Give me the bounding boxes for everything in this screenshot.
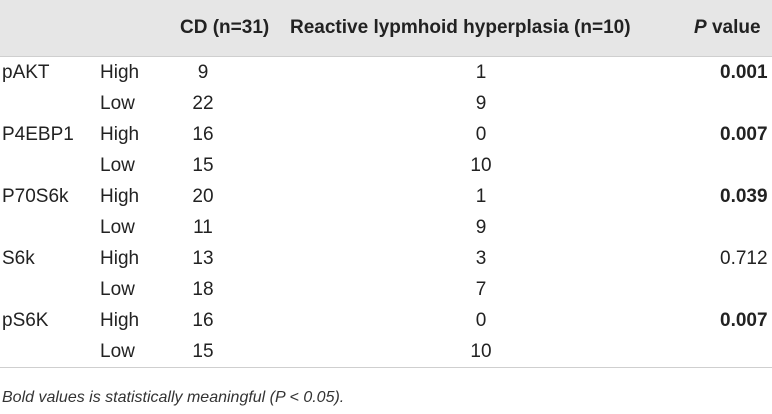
cell-level: High: [100, 185, 140, 207]
cell-marker: S6k: [2, 247, 35, 269]
cell-rlh-count: 1: [475, 185, 487, 207]
header-p-word: value: [706, 17, 761, 38]
header-rlh: Reactive lypmhoid hyperplasia (n=10): [286, 0, 686, 57]
header-p-letter: P: [694, 17, 707, 38]
cell-marker: [0, 274, 100, 305]
cell-marker: P70S6k: [2, 185, 69, 207]
cell-marker: pAKT: [2, 61, 50, 83]
table-row: P70S6k High 20 1 0.039: [0, 181, 772, 212]
results-table-container: CD (n=31) Reactive lypmhoid hyperplasia …: [0, 0, 772, 368]
table-row: S6k High 13 3 0.712: [0, 243, 772, 274]
cell-rlh-count: 7: [475, 278, 487, 300]
cell-p-value: [686, 212, 772, 243]
cell-cd-count: 18: [192, 278, 214, 300]
cell-p-value: 0.007: [720, 123, 768, 145]
cell-cd-count: 11: [193, 216, 213, 238]
cell-rlh-count: 9: [475, 92, 487, 114]
table-row: pAKT High 9 1 0.001: [0, 57, 772, 89]
cell-marker: P4EBP1: [2, 123, 74, 145]
cell-cd-count: 13: [192, 247, 214, 269]
table-row: Low 18 7: [0, 274, 772, 305]
cell-marker: [0, 150, 100, 181]
table-header: CD (n=31) Reactive lypmhoid hyperplasia …: [0, 0, 772, 57]
cell-rlh-count: 0: [475, 309, 487, 331]
cell-level: High: [100, 61, 140, 83]
table-footnote: Bold values is statistically meaningful …: [2, 389, 345, 406]
cell-cd-count: 15: [192, 154, 214, 176]
cell-cd-count: 22: [192, 92, 214, 114]
table-row: P4EBP1 High 16 0 0.007: [0, 119, 772, 150]
cell-rlh-count: 3: [475, 247, 487, 269]
cell-p-value: [686, 274, 772, 305]
cell-level: High: [100, 123, 140, 145]
header-row: CD (n=31) Reactive lypmhoid hyperplasia …: [0, 0, 772, 57]
cell-cd-count: 15: [162, 336, 286, 368]
cell-p-value: [686, 336, 772, 368]
header-cd: CD (n=31): [162, 0, 286, 57]
cell-p-value: [686, 150, 772, 181]
cell-p-value: 0.712: [720, 247, 768, 269]
cell-level: High: [100, 247, 140, 269]
header-marker: [0, 0, 100, 57]
header-level: [100, 0, 162, 57]
cell-marker: [0, 212, 100, 243]
cell-level: Low: [100, 92, 135, 114]
cell-rlh-count: 10: [470, 154, 492, 176]
cell-cd-count: 9: [197, 61, 209, 83]
cell-level: Low: [100, 278, 135, 300]
cell-marker: [0, 336, 100, 368]
cell-level: High: [100, 309, 140, 331]
table-row: Low 22 9: [0, 88, 772, 119]
cell-level: Low: [100, 154, 135, 176]
cell-marker: pS6K: [2, 309, 49, 331]
header-p-value: P value: [686, 0, 772, 57]
cell-cd-count: 16: [192, 309, 214, 331]
cell-p-value: 0.001: [720, 61, 768, 83]
table-row: pS6K High 16 0 0.007: [0, 305, 772, 336]
cell-marker: [0, 88, 100, 119]
cell-rlh-count: 0: [475, 123, 487, 145]
cell-rlh-count: 1: [475, 61, 487, 83]
cell-rlh-count: 10: [286, 336, 686, 368]
cell-p-value: 0.039: [720, 185, 768, 207]
cell-rlh-count: 9: [475, 216, 487, 238]
table-row: Low 11 9: [0, 212, 772, 243]
cell-p-value: 0.007: [720, 309, 768, 331]
table-row: Low 15 10: [0, 336, 772, 368]
cell-level: Low: [100, 216, 135, 238]
cell-p-value: [686, 88, 772, 119]
cell-cd-count: 16: [192, 123, 214, 145]
cell-cd-count: 20: [192, 185, 214, 207]
table-row: Low 15 10: [0, 150, 772, 181]
results-table: CD (n=31) Reactive lypmhoid hyperplasia …: [0, 0, 772, 368]
table-body: pAKT High 9 1 0.001 Low 22 9 P4EBP1 High 16 0 0.007 L…: [0, 57, 772, 368]
cell-level: Low: [100, 336, 162, 368]
